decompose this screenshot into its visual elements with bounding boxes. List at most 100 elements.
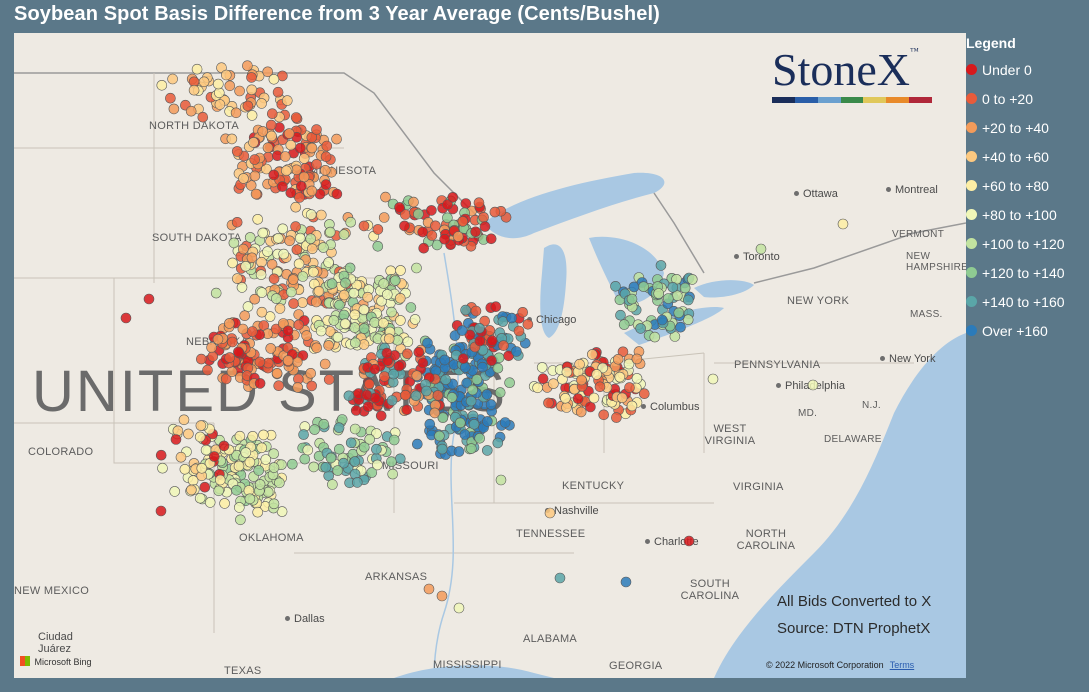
bid-marker[interactable] — [369, 317, 380, 328]
bid-marker[interactable] — [401, 404, 413, 416]
bid-marker[interactable] — [236, 282, 248, 293]
bid-marker[interactable] — [682, 294, 694, 306]
bid-marker[interactable] — [349, 456, 361, 467]
bid-marker[interactable] — [298, 429, 309, 440]
bid-marker[interactable] — [389, 275, 401, 286]
bid-marker[interactable] — [386, 306, 397, 318]
bid-marker[interactable] — [279, 151, 291, 162]
bid-marker[interactable] — [206, 342, 217, 353]
bid-marker[interactable] — [235, 514, 246, 526]
bid-marker[interactable] — [271, 367, 283, 379]
bid-marker[interactable] — [250, 188, 262, 200]
bid-marker[interactable] — [489, 206, 501, 218]
bid-marker[interactable] — [283, 128, 295, 139]
bid-marker[interactable] — [350, 405, 362, 416]
bid-marker[interactable] — [305, 233, 317, 244]
bid-marker[interactable] — [175, 451, 187, 463]
bid-marker[interactable] — [219, 498, 230, 509]
bid-marker[interactable] — [237, 323, 249, 335]
bid-marker[interactable] — [395, 265, 406, 276]
bid-marker[interactable] — [338, 289, 350, 301]
bid-marker[interactable] — [465, 395, 477, 407]
bid-marker[interactable] — [231, 146, 243, 157]
bid-marker[interactable] — [246, 84, 257, 96]
bid-marker[interactable] — [626, 400, 638, 412]
bid-marker[interactable] — [294, 192, 305, 203]
bid-marker[interactable] — [667, 282, 679, 293]
bid-marker[interactable] — [297, 271, 309, 282]
bid-marker[interactable] — [446, 392, 458, 403]
bid-marker[interactable] — [399, 220, 410, 232]
bid-marker[interactable] — [478, 212, 489, 223]
bid-marker[interactable] — [327, 479, 338, 490]
bid-marker[interactable] — [471, 374, 483, 385]
bid-marker[interactable] — [424, 418, 436, 430]
bid-marker[interactable] — [418, 242, 430, 254]
bid-marker[interactable] — [548, 378, 559, 390]
bid-marker[interactable] — [338, 457, 349, 469]
bing-attribution[interactable]: Microsoft Bing — [20, 656, 92, 667]
bid-marker[interactable] — [394, 202, 405, 213]
bid-marker[interactable] — [306, 142, 318, 154]
bid-marker[interactable] — [308, 266, 319, 278]
bid-marker[interactable] — [332, 331, 344, 343]
bid-marker[interactable] — [256, 306, 268, 318]
bid-marker[interactable] — [561, 366, 573, 378]
bid-marker[interactable] — [588, 392, 600, 404]
bid-marker[interactable] — [561, 402, 572, 413]
bid-marker[interactable] — [231, 484, 242, 496]
bid-marker[interactable] — [305, 209, 317, 220]
bid-marker[interactable] — [155, 505, 167, 517]
bid-marker[interactable] — [245, 180, 257, 191]
bid-marker[interactable] — [196, 353, 207, 365]
bid-marker[interactable] — [319, 358, 331, 370]
bid-marker[interactable] — [306, 132, 318, 143]
bid-marker[interactable] — [178, 414, 190, 426]
bid-marker[interactable] — [239, 310, 250, 322]
bid-marker[interactable] — [683, 535, 695, 547]
bid-marker[interactable] — [375, 410, 387, 422]
bid-marker[interactable] — [315, 325, 327, 337]
bid-marker[interactable] — [457, 353, 469, 364]
bid-marker[interactable] — [410, 390, 422, 402]
bid-marker[interactable] — [479, 221, 491, 232]
bid-marker[interactable] — [294, 142, 306, 154]
bid-marker[interactable] — [408, 196, 419, 208]
bid-marker[interactable] — [349, 309, 361, 321]
bid-marker[interactable] — [321, 140, 333, 152]
bid-marker[interactable] — [707, 373, 719, 385]
bid-marker[interactable] — [434, 430, 445, 442]
bid-marker[interactable] — [216, 62, 227, 74]
bid-marker[interactable] — [560, 392, 571, 404]
bid-marker[interactable] — [270, 293, 282, 304]
bid-marker[interactable] — [394, 292, 406, 304]
bid-marker[interactable] — [378, 278, 390, 289]
bid-marker[interactable] — [575, 406, 587, 418]
bid-marker[interactable] — [393, 360, 405, 372]
bid-marker[interactable] — [470, 305, 482, 317]
bid-marker[interactable] — [293, 258, 305, 270]
bid-marker[interactable] — [197, 111, 209, 123]
bid-marker[interactable] — [628, 281, 640, 293]
bid-marker[interactable] — [265, 119, 277, 131]
bid-marker[interactable] — [195, 420, 207, 431]
bid-marker[interactable] — [323, 374, 335, 385]
bid-marker[interactable] — [234, 430, 246, 442]
bid-marker[interactable] — [378, 317, 389, 329]
bid-marker[interactable] — [294, 232, 306, 244]
bid-marker[interactable] — [400, 389, 411, 401]
bid-marker[interactable] — [334, 299, 345, 311]
legend-item[interactable]: +100 to +120 — [966, 229, 1086, 258]
bid-marker[interactable] — [468, 418, 480, 430]
bid-marker[interactable] — [248, 137, 259, 148]
bid-marker[interactable] — [286, 286, 297, 298]
bid-marker[interactable] — [277, 223, 289, 235]
bid-marker[interactable] — [155, 449, 167, 461]
bid-marker[interactable] — [338, 229, 350, 240]
bid-marker[interactable] — [465, 443, 477, 454]
bid-marker[interactable] — [298, 171, 310, 183]
bid-marker[interactable] — [232, 273, 243, 284]
bid-marker[interactable] — [679, 282, 691, 294]
bid-marker[interactable] — [319, 165, 331, 176]
bid-marker[interactable] — [258, 429, 269, 441]
